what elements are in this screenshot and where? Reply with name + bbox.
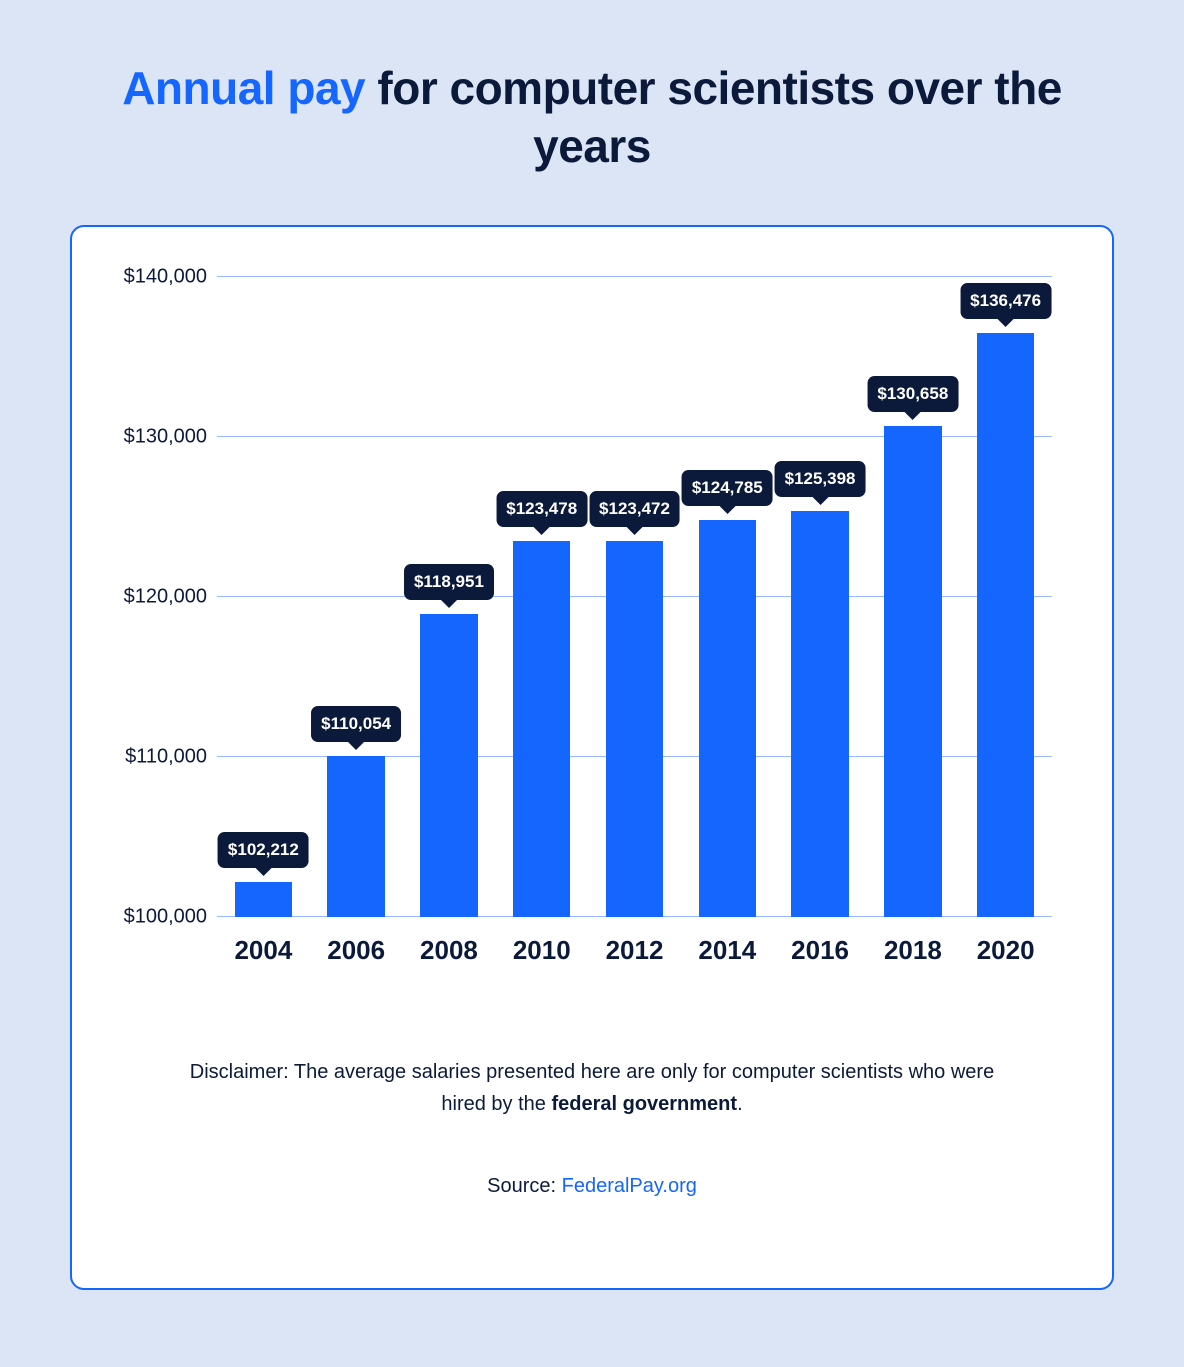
chart-area: $100,000$110,000$120,000$130,000$140,000… xyxy=(217,277,1052,917)
x-tick-label: 2008 xyxy=(403,935,496,966)
x-tick-label: 2004 xyxy=(217,935,310,966)
source-label: Source: xyxy=(487,1175,561,1197)
bar: $102,212 xyxy=(235,882,293,917)
y-tick-label: $130,000 xyxy=(117,426,207,449)
value-bubble: $118,951 xyxy=(404,564,494,600)
x-tick-label: 2016 xyxy=(774,935,867,966)
chart-title: Annual pay for computer scientists over … xyxy=(70,60,1114,175)
x-tick-label: 2010 xyxy=(495,935,588,966)
title-rest: for computer scientists over the years xyxy=(365,62,1062,172)
bar: $118,951 xyxy=(420,614,478,917)
y-tick-label: $110,000 xyxy=(117,746,207,769)
value-bubble: $124,785 xyxy=(682,470,773,506)
bar-column: $136,476 xyxy=(959,277,1052,917)
y-tick-label: $100,000 xyxy=(117,906,207,929)
value-bubble: $110,054 xyxy=(311,706,401,742)
bar-column: $118,951 xyxy=(403,277,496,917)
bar-column: $130,658 xyxy=(866,277,959,917)
y-tick-label: $140,000 xyxy=(117,266,207,289)
bar-column: $123,472 xyxy=(588,277,681,917)
bar: $110,054 xyxy=(327,756,385,917)
bar: $123,472 xyxy=(606,541,664,917)
x-tick-label: 2020 xyxy=(959,935,1052,966)
chart-card: $100,000 $110,000 $120,000 $130,000 $140,000… xyxy=(70,225,1114,1290)
bar-column: $123,478 xyxy=(495,277,588,917)
source-link[interactable]: FederalPay.org xyxy=(562,1175,697,1197)
bar-column: $124,785 xyxy=(681,277,774,917)
disclaimer-bold: federal government xyxy=(551,1093,737,1115)
bar: $124,785 xyxy=(699,520,757,917)
y-tick-label: $120,000 xyxy=(117,586,207,609)
x-tick-label: 2006 xyxy=(310,935,403,966)
value-bubble: $136,476 xyxy=(960,283,1051,319)
bar-column: $125,398 xyxy=(774,277,867,917)
x-tick-label: 2012 xyxy=(588,935,681,966)
value-bubble: $125,398 xyxy=(775,461,866,497)
bar: $130,658 xyxy=(884,426,942,917)
bar-column: $102,212 xyxy=(217,277,310,917)
x-axis-labels: 200420062008201020122014201620182020 xyxy=(217,935,1052,966)
bar: $136,476 xyxy=(977,333,1035,917)
title-accent: Annual pay xyxy=(122,62,365,114)
value-bubble: $130,658 xyxy=(867,376,958,412)
bar: $123,478 xyxy=(513,541,571,917)
bar-column: $110,054 xyxy=(310,277,403,917)
disclaimer-post: . xyxy=(737,1093,743,1115)
source-text: Source: FederalPay.org xyxy=(122,1175,1062,1198)
value-bubble: $102,212 xyxy=(218,832,309,868)
bar: $125,398 xyxy=(791,511,849,917)
value-bubble: $123,478 xyxy=(496,491,587,527)
disclaimer-text: Disclaimer: The average salaries present… xyxy=(122,1056,1062,1120)
bars-container: $102,212$110,054$118,951$123,478$123,472… xyxy=(217,277,1052,917)
value-bubble: $123,472 xyxy=(589,491,680,527)
x-tick-label: 2014 xyxy=(681,935,774,966)
x-tick-label: 2018 xyxy=(866,935,959,966)
